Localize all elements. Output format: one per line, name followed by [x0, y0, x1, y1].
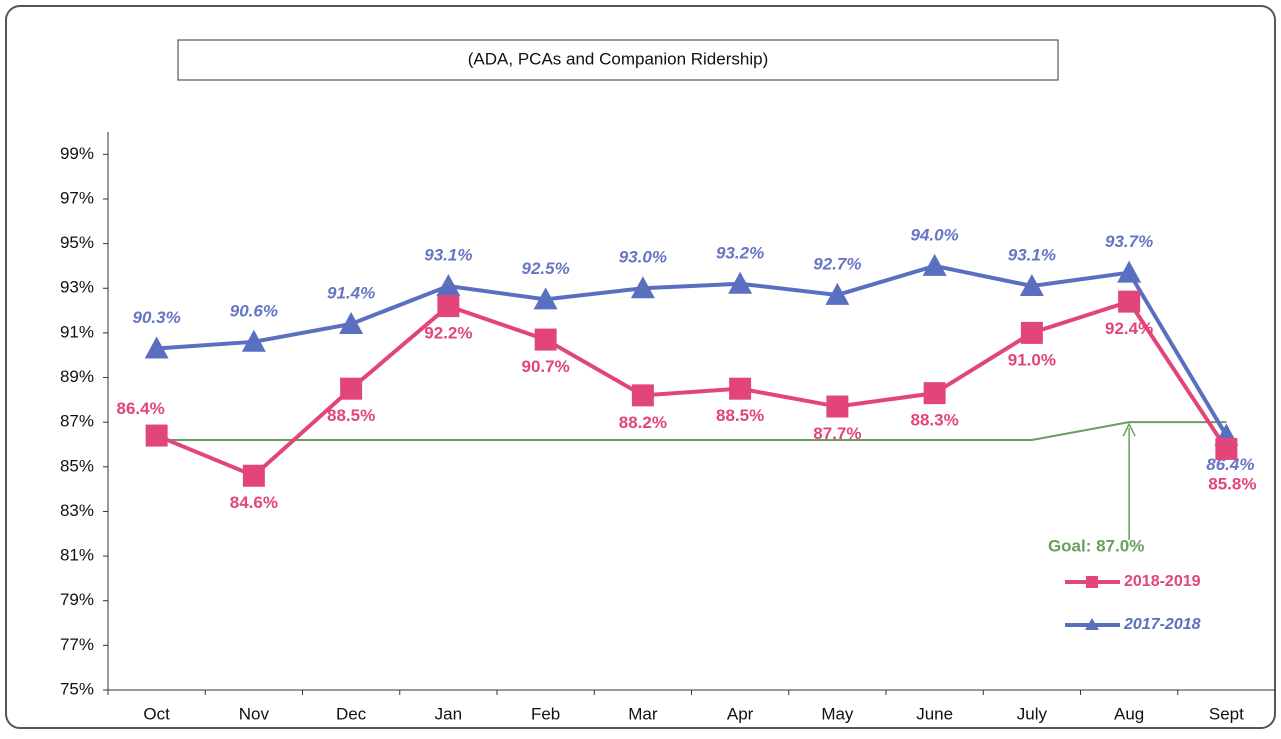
data-label: 88.5% — [716, 406, 764, 425]
data-label: 93.7% — [1105, 232, 1153, 251]
data-label: 93.1% — [424, 245, 472, 264]
legend-marker — [1085, 618, 1099, 630]
legend-label: 2017-2018 — [1123, 616, 1201, 633]
x-tick-label: July — [1017, 704, 1048, 723]
x-tick-label: Oct — [143, 704, 170, 723]
frame — [5, 5, 1276, 729]
data-label: 91.4% — [327, 283, 375, 302]
point — [534, 328, 557, 351]
point — [826, 395, 849, 418]
goal-label: Goal: 87.0% — [1048, 536, 1144, 555]
data-label: 90.3% — [133, 308, 181, 327]
point — [1117, 260, 1142, 283]
legend-label: 2018-2019 — [1124, 573, 1201, 590]
y-tick-label: 85% — [60, 456, 94, 475]
series-line — [155, 299, 1229, 479]
point — [241, 329, 266, 352]
y-tick-label: 81% — [60, 546, 94, 565]
point — [923, 382, 946, 405]
data-label: 90.6% — [230, 301, 278, 320]
point — [1215, 437, 1238, 460]
y-tick-label: 75% — [60, 679, 94, 698]
legend-marker — [1086, 576, 1098, 588]
point — [339, 311, 364, 334]
y-tick-label: 89% — [60, 367, 94, 386]
data-label: 91.0% — [1008, 350, 1056, 369]
data-label: 86.4% — [117, 399, 165, 418]
data-label: 93.2% — [716, 243, 764, 262]
x-tick-label: Nov — [239, 704, 270, 723]
data-label: 88.2% — [619, 413, 667, 432]
data-label: 92.7% — [813, 254, 861, 273]
data-label: 92.2% — [424, 324, 472, 343]
data-label: 92.5% — [522, 259, 570, 278]
y-tick-label: 87% — [60, 412, 94, 431]
y-tick-label: 77% — [60, 635, 94, 654]
data-label: 84.6% — [230, 493, 278, 512]
point — [437, 295, 460, 318]
point — [144, 336, 169, 359]
y-tick-label: 97% — [60, 188, 94, 207]
title-box — [177, 39, 1059, 81]
point — [145, 424, 168, 447]
x-tick-label: May — [821, 704, 854, 723]
goal-line — [156, 421, 1227, 442]
point — [340, 377, 363, 400]
x-tick-label: Feb — [531, 704, 560, 723]
point — [1118, 290, 1141, 313]
point — [242, 464, 265, 487]
y-tick-label: 99% — [60, 144, 94, 163]
data-label: 88.5% — [327, 406, 375, 425]
series-line — [156, 263, 1229, 437]
x-tick-label: Mar — [628, 704, 658, 723]
x-tick-label: Apr — [727, 704, 754, 723]
x-tick-label: Aug — [1114, 704, 1144, 723]
y-tick-label: 79% — [60, 590, 94, 609]
x-tick-label: Dec — [336, 704, 367, 723]
point — [1019, 274, 1044, 297]
y-tick-label: 93% — [60, 278, 94, 297]
y-tick-label: 95% — [60, 233, 94, 252]
point — [630, 276, 655, 299]
data-label: 92.4% — [1105, 319, 1153, 338]
x-tick-label: June — [916, 704, 953, 723]
data-label: 88.3% — [911, 411, 959, 430]
point — [825, 282, 850, 305]
data-label: 93.1% — [1008, 245, 1056, 264]
data-label: 90.7% — [522, 357, 570, 376]
data-label: 93.0% — [619, 248, 667, 267]
y-tick-label: 83% — [60, 501, 94, 520]
point — [922, 253, 947, 276]
y-tick-label: 91% — [60, 322, 94, 341]
data-label: 85.8% — [1208, 474, 1256, 493]
point — [436, 274, 461, 297]
goal-arrowhead — [1122, 422, 1136, 437]
data-label: 87.7% — [813, 424, 861, 443]
x-tick-label: Jan — [435, 704, 462, 723]
point — [533, 287, 558, 310]
point — [729, 377, 752, 400]
chart-title: (ADA, PCAs and Companion Ridership) — [468, 49, 768, 68]
data-label: 94.0% — [911, 225, 959, 244]
point — [631, 384, 654, 407]
point — [728, 271, 753, 294]
point — [1020, 321, 1043, 344]
x-tick-label: Sept — [1209, 704, 1244, 723]
